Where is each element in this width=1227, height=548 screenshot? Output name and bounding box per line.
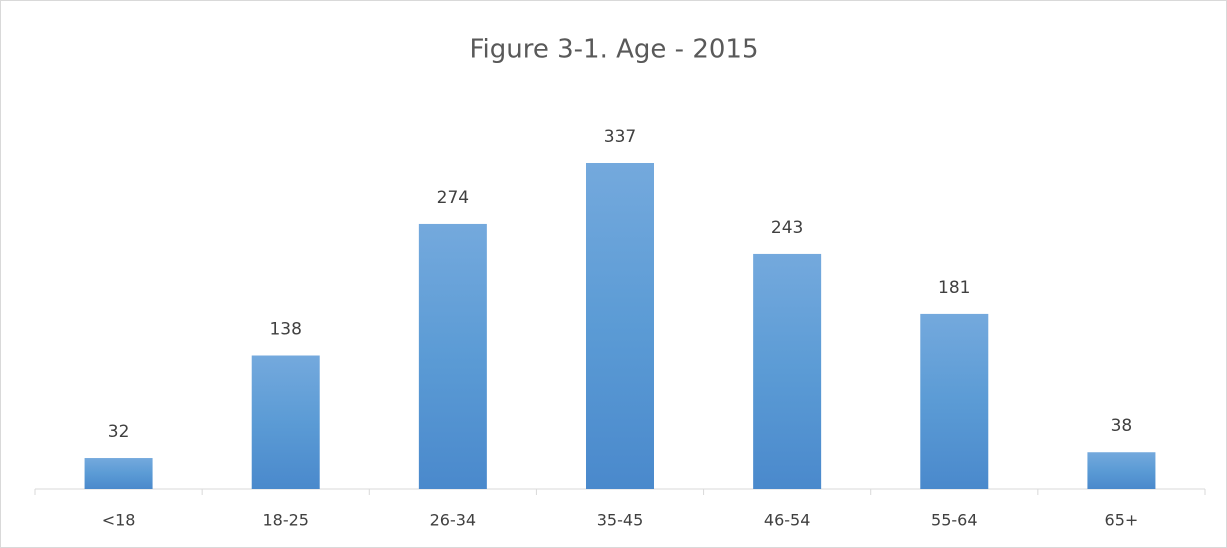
- x-tick-label: 26-34: [430, 511, 477, 530]
- bar: [586, 163, 654, 489]
- bar: [1087, 452, 1156, 489]
- bar: [251, 355, 320, 489]
- x-tick-label: 65+: [1105, 511, 1139, 530]
- x-tick-label: 55-64: [931, 511, 978, 530]
- chart-title: Figure 3-1. Age - 2015: [469, 35, 758, 65]
- data-label: 32: [108, 422, 130, 442]
- data-label: 337: [604, 127, 636, 147]
- bar: [84, 458, 153, 489]
- data-label: 274: [437, 188, 469, 208]
- data-label: 243: [771, 218, 803, 238]
- x-tick-label: <18: [102, 511, 136, 530]
- data-label: 38: [1111, 416, 1133, 436]
- x-tick-label: 35-45: [597, 511, 644, 530]
- data-label: 138: [269, 320, 301, 340]
- bar: [753, 253, 822, 489]
- bar: [920, 313, 989, 489]
- bar: [418, 223, 487, 490]
- data-label: 181: [938, 278, 970, 298]
- x-tick-label: 46-54: [764, 511, 811, 530]
- x-tick-label: 18-25: [262, 511, 309, 530]
